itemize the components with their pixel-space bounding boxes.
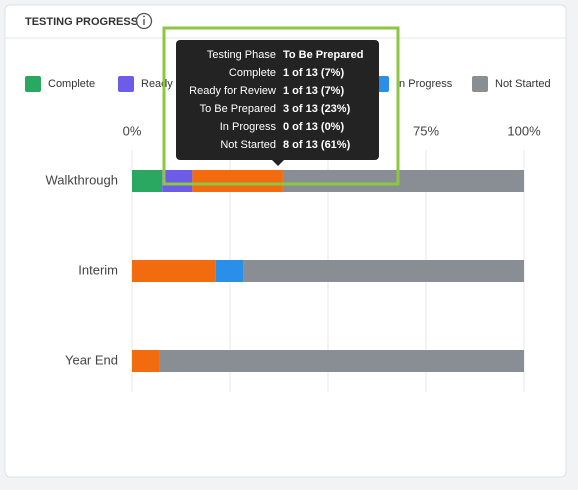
tooltip-row-value: 1 of 13 (7%) [283,67,344,79]
tooltip-row-label: Not Started [220,139,276,151]
info-dot[interactable] [143,15,145,18]
legend-swatch [472,76,488,92]
bar-segment [192,170,283,192]
legend-swatch [25,76,41,92]
legend-swatch [118,76,134,92]
category-label: Walkthrough [46,172,119,187]
bar-segment [132,350,160,372]
bar-segment [215,260,244,282]
bar-segment [282,170,524,192]
legend-label: Not Started [495,78,551,90]
x-tick-label: 75% [413,123,439,138]
x-tick-label: 100% [507,123,541,138]
bar-segment [132,170,163,192]
tooltip-row-label: In Progress [220,121,277,133]
bar-segment [162,170,193,192]
category-label: Interim [78,262,118,277]
tooltip-row-value: 1 of 13 (7%) [283,85,344,97]
bar-segment [243,260,524,282]
tooltip-arrow [272,160,284,166]
tooltip-row-value: 3 of 13 (23%) [283,103,351,115]
bar-segment [132,260,216,282]
tooltip-row-label: Complete [229,67,276,79]
tooltip-box [176,40,379,160]
tooltip-row-value: 8 of 13 (61%) [283,139,351,151]
legend-label: In Progress [396,78,453,90]
tooltip-row-label: Ready for Review [189,85,276,97]
card-title: TESTING PROGRESS [25,16,138,28]
x-tick-label: 0% [123,123,142,138]
tooltip-header-label: Testing Phase [207,49,276,61]
info-circle[interactable] [135,12,153,30]
bar-segment [159,350,524,372]
tooltip-row-label: To Be Prepared [200,103,276,115]
tooltip-row-value: 0 of 13 (0%) [283,121,344,133]
highlight-frame [162,26,400,186]
category-label: Year End [65,352,118,367]
info-icon[interactable] [135,12,153,30]
legend-label: Complete [48,78,95,90]
tooltip-header-value: To Be Prepared [283,49,364,61]
